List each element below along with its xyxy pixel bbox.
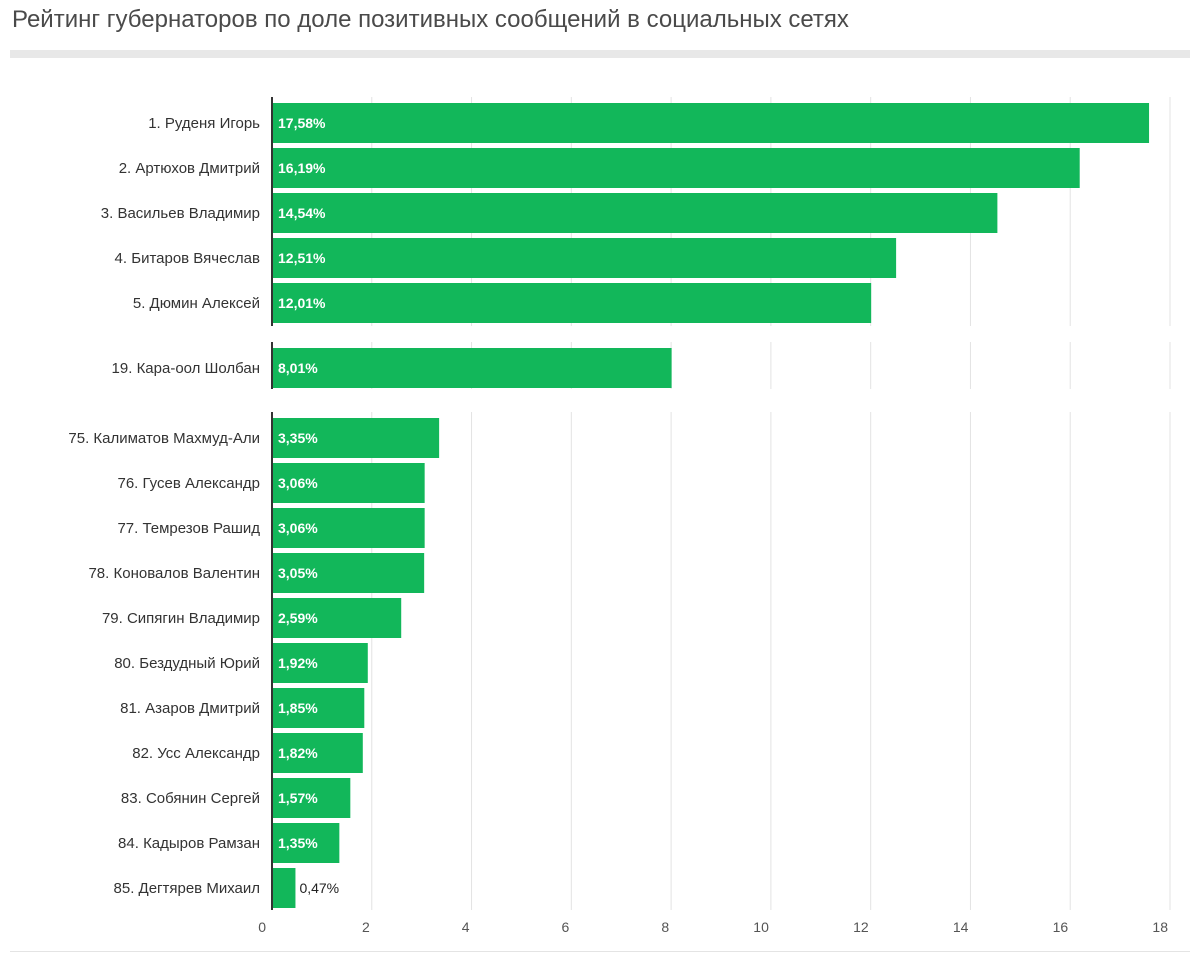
bar bbox=[272, 778, 351, 818]
category-label: 3. Васильев Владимир bbox=[101, 205, 260, 222]
title-divider bbox=[10, 50, 1190, 58]
data-label: 17,58% bbox=[278, 115, 326, 131]
bar bbox=[272, 553, 425, 593]
bar bbox=[272, 508, 425, 548]
bar bbox=[272, 643, 368, 683]
data-label: 1,92% bbox=[278, 655, 318, 671]
chart-title: Рейтинг губернаторов по доле позитивных … bbox=[12, 6, 849, 33]
x-tick-label: 16 bbox=[1053, 919, 1069, 935]
x-tick-label: 18 bbox=[1152, 919, 1168, 935]
bar bbox=[272, 103, 1150, 143]
category-label: 85. Дегтярев Михаил bbox=[114, 880, 260, 897]
x-tick-label: 10 bbox=[753, 919, 769, 935]
x-tick-label: 0 bbox=[258, 919, 266, 935]
data-label: 1,85% bbox=[278, 700, 318, 716]
bar bbox=[272, 868, 296, 908]
category-label: 82. Усс Александр bbox=[132, 745, 260, 762]
data-label: 16,19% bbox=[278, 160, 326, 176]
bar bbox=[272, 348, 672, 388]
category-label: 84. Кадыров Рамзан bbox=[118, 835, 260, 852]
data-label: 1,82% bbox=[278, 745, 318, 761]
x-tick-label: 14 bbox=[953, 919, 969, 935]
x-tick-label: 4 bbox=[462, 919, 470, 935]
bar bbox=[272, 598, 402, 638]
category-label: 1. Руденя Игорь bbox=[148, 115, 260, 132]
category-label: 77. Темрезов Рашид bbox=[117, 520, 260, 537]
bar bbox=[272, 823, 340, 863]
category-label: 79. Сипягин Владимир bbox=[102, 610, 260, 627]
x-tick-label: 12 bbox=[853, 919, 869, 935]
category-label: 76. Гусев Александр bbox=[118, 475, 261, 492]
data-label: 3,05% bbox=[278, 565, 318, 581]
category-label: 19. Кара-оол Шолбан bbox=[112, 360, 260, 377]
bar bbox=[272, 283, 872, 323]
category-label: 2. Артюхов Дмитрий bbox=[119, 160, 260, 177]
x-tick-label: 8 bbox=[661, 919, 669, 935]
bar bbox=[272, 238, 897, 278]
category-label: 5. Дюмин Алексей bbox=[133, 295, 260, 312]
x-tick-label: 2 bbox=[362, 919, 370, 935]
data-label: 12,51% bbox=[278, 250, 326, 266]
bottom-divider bbox=[10, 951, 1190, 952]
bar bbox=[272, 733, 363, 773]
data-label: 3,06% bbox=[278, 520, 318, 536]
bar bbox=[272, 418, 440, 458]
bar bbox=[272, 193, 998, 233]
data-label: 1,35% bbox=[278, 835, 318, 851]
category-label: 83. Собянин Сергей bbox=[121, 790, 260, 807]
bar bbox=[272, 463, 425, 503]
data-label: 8,01% bbox=[278, 360, 318, 376]
category-label: 80. Бездудный Юрий bbox=[114, 655, 260, 672]
data-label: 3,35% bbox=[278, 430, 318, 446]
data-label: 1,57% bbox=[278, 790, 318, 806]
data-label: 0,47% bbox=[299, 880, 339, 896]
bar bbox=[272, 148, 1080, 188]
data-label: 2,59% bbox=[278, 610, 318, 626]
category-label: 78. Коновалов Валентин bbox=[88, 565, 260, 582]
bar bbox=[272, 688, 365, 728]
category-label: 4. Битаров Вячеслав bbox=[115, 250, 260, 267]
data-label: 3,06% bbox=[278, 475, 318, 491]
data-label: 14,54% bbox=[278, 205, 326, 221]
category-label: 75. Калиматов Махмуд-Али bbox=[68, 430, 260, 447]
x-tick-label: 6 bbox=[562, 919, 570, 935]
data-label: 12,01% bbox=[278, 295, 326, 311]
category-label: 81. Азаров Дмитрий bbox=[120, 700, 260, 717]
